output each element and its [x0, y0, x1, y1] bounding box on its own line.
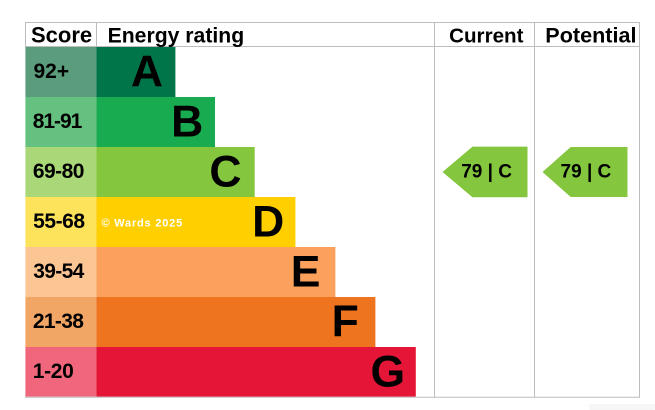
svg-text:81-91: 81-91 — [33, 110, 83, 133]
svg-text:92+: 92+ — [34, 60, 70, 83]
svg-text:D: D — [252, 198, 284, 247]
svg-text:1-20: 1-20 — [33, 360, 74, 383]
svg-text:79 | C: 79 | C — [561, 161, 612, 182]
svg-text:G: G — [370, 348, 405, 397]
svg-text:Current: Current — [449, 25, 524, 48]
svg-text:B: B — [171, 98, 203, 147]
svg-text:Score: Score — [31, 23, 92, 48]
svg-text:A: A — [131, 48, 163, 97]
svg-text:E: E — [291, 248, 321, 297]
svg-text:© Wards 2025: © Wards 2025 — [102, 217, 184, 229]
svg-text:C: C — [209, 148, 241, 197]
svg-text:21-38: 21-38 — [33, 310, 84, 333]
svg-text:55-68: 55-68 — [33, 210, 85, 233]
svg-text:39-54: 39-54 — [33, 260, 84, 283]
svg-text:F: F — [332, 298, 359, 347]
svg-text:Potential: Potential — [545, 23, 636, 48]
svg-text:Energy rating: Energy rating — [108, 25, 245, 48]
svg-text:69-80: 69-80 — [33, 160, 85, 183]
svg-text:79 | C: 79 | C — [461, 161, 512, 182]
